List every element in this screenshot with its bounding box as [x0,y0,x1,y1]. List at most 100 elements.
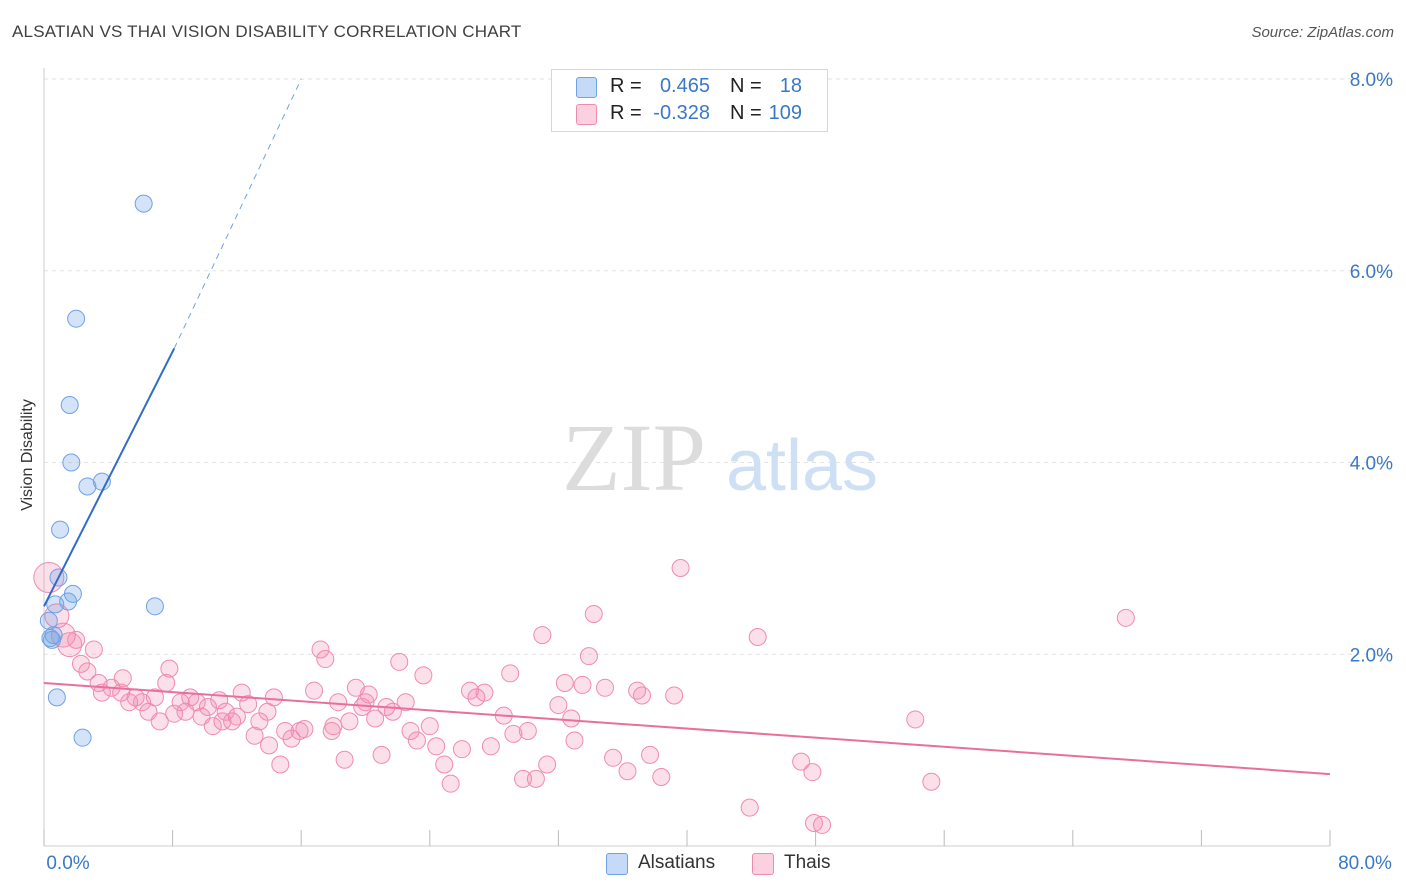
thais-point [549,696,568,715]
thais-point [316,650,335,669]
alsatians-trend-extension [173,78,302,349]
tick-labels: 2.0% 4.0% 6.0% 8.0% 0.0% 80.0% [46,70,1393,874]
thais-point [414,666,433,685]
thais-point [44,603,70,629]
thais-point [216,702,235,721]
r-value: 0.465 [659,75,710,97]
thais-legend-swatch [752,853,774,875]
r-label: R = [610,102,642,124]
thais-point [628,681,647,700]
thais-point [150,712,169,731]
thais-point [460,681,479,700]
x-tick-label-0: 0.0% [46,853,89,874]
thais-point [427,737,446,756]
alsatians-swatch [576,77,597,98]
thais-point [366,709,385,728]
n-value: 18 [779,75,802,97]
thais-point [113,669,132,688]
chart-title: ALSATIAN VS THAI VISION DISABILITY CORRE… [12,22,522,41]
watermark-zip: ZIP [562,404,706,511]
thais-point [239,695,258,714]
thais-point [514,769,533,788]
alsatians-point [67,309,86,328]
thais-point [295,720,314,739]
thais-point [396,693,415,712]
thais-point [526,769,545,788]
alsatians-point [60,395,79,414]
thais-point [632,686,651,705]
y-tick-label-1: 4.0% [1350,454,1393,475]
thais-point [213,712,232,731]
alsatians-point [46,595,65,614]
x-tick-label-1: 80.0% [1338,853,1392,874]
y-tick-label-0: 2.0% [1350,645,1393,666]
thais-point [203,717,222,736]
thais-point [538,755,557,774]
thais-point [264,688,283,707]
thais-trend-line [43,682,1331,776]
watermark-atlas: atlas [726,426,878,506]
thais-point [329,693,348,712]
thais-point [481,737,500,756]
thais-point [740,798,759,817]
thais-point [501,664,520,683]
legend-row-alsatians: R = 0.465 N = 18 [552,73,827,100]
thais-point [555,674,574,693]
thais-point [227,707,246,726]
thais-point [260,736,279,755]
series-alsatians [39,194,164,747]
thais-point [573,675,592,694]
alsatians-point [39,611,58,630]
thais-point [324,717,343,736]
n-label: N = [730,75,762,97]
thais-point [311,640,330,659]
thais-point [565,731,584,750]
thais-point [223,712,242,731]
thais-point [335,750,354,769]
thais-point [356,693,375,712]
thais-point [372,745,391,764]
thais-point [604,748,623,767]
trend-lines [43,78,1331,776]
thais-point [390,652,409,671]
thais-point [584,604,603,623]
n-label: N = [730,102,762,124]
thais-point [276,721,295,740]
correlation-legend: R = 0.465 N = 18 R = -0.328 N = 109 [551,69,828,132]
thais-point [78,662,97,681]
thais-point [271,755,290,774]
thais-point [407,731,426,750]
thais-point [748,627,767,646]
thais-point [441,774,460,793]
thais-point [906,710,925,729]
r-label: R = [610,75,642,97]
thais-point [401,721,420,740]
legend-thais: Thais [784,852,831,873]
alsatians-point [62,453,81,472]
legend-row-thais: R = -0.328 N = 109 [552,100,827,127]
thais-point [813,815,832,834]
thais-point [792,752,811,771]
series-thais [33,558,1135,834]
alsatians-legend-swatch [606,853,628,875]
alsatians-point [78,477,97,496]
thais-point [305,681,324,700]
thais-point [562,709,581,728]
alsatians-point [134,194,153,213]
legend-alsatians: Alsatians [638,852,716,873]
y-tick-label-2: 6.0% [1350,262,1393,283]
thais-point [803,763,822,782]
n-value: 109 [768,102,802,124]
thais-point [71,654,90,673]
r-value: -0.328 [653,102,710,124]
alsatians-trend-line [43,347,176,607]
thais-point [618,762,637,781]
thais-point [420,717,439,736]
thais-point [245,726,264,745]
thais-point [340,712,359,731]
thais-point [33,562,65,594]
alsatians-point [47,688,66,707]
thais-point [671,558,690,577]
thais-swatch [576,104,597,125]
